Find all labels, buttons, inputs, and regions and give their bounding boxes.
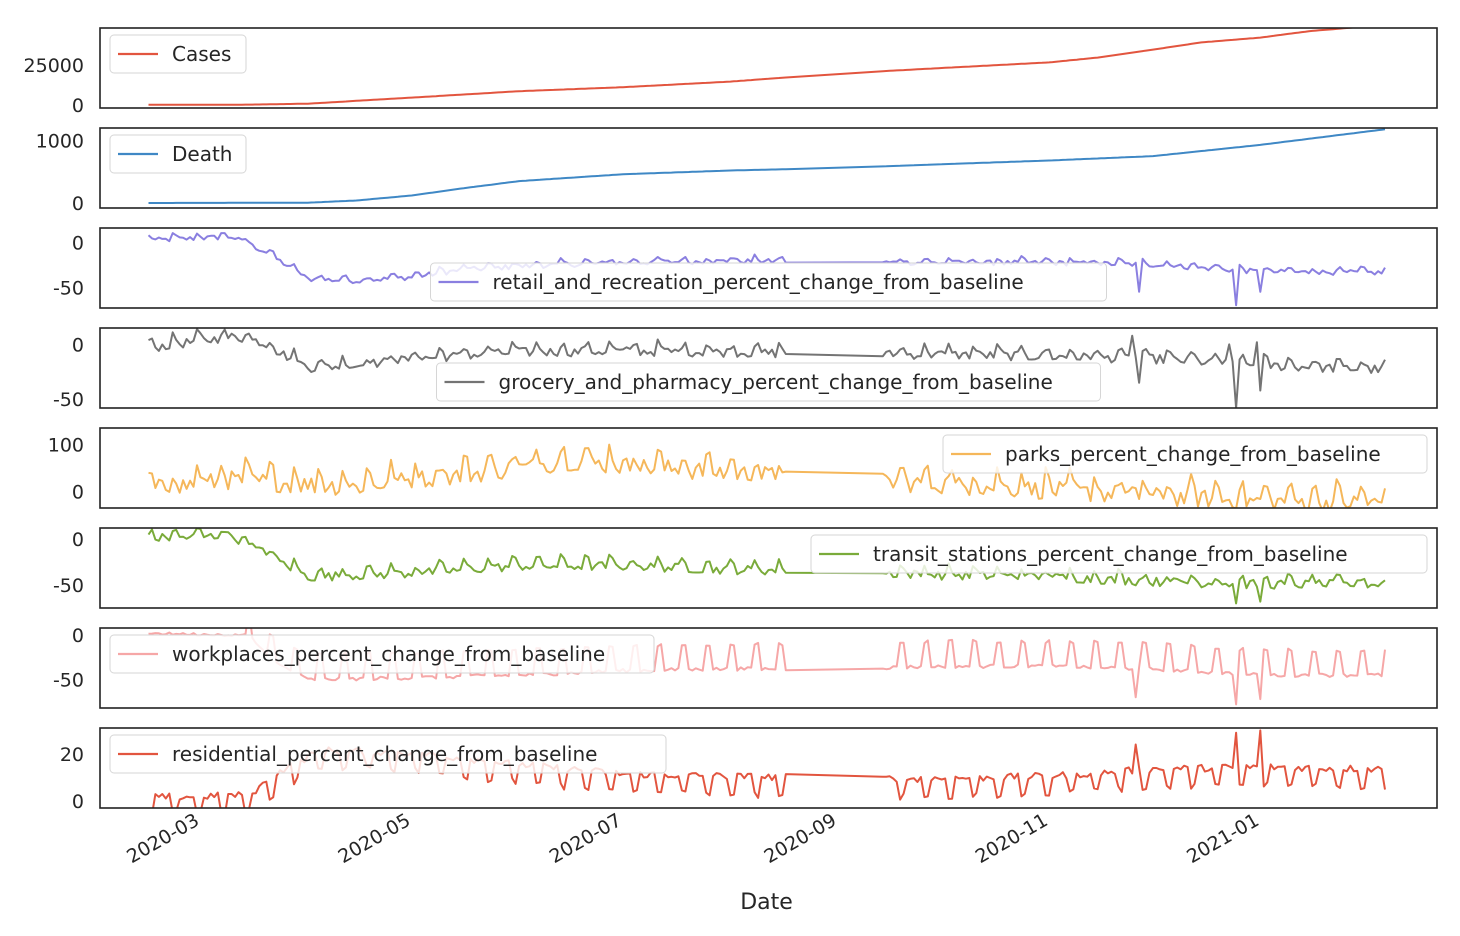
panel-death: 0 1000 Death — [36, 127, 1438, 215]
axes-frame — [99, 127, 1438, 209]
y-tick-label: 0 — [72, 791, 84, 813]
panel-residential: 20 0 residential_percent_change_from_basel… — [60, 727, 1438, 813]
legend-label: grocery_and_pharmacy_percent_change_from… — [499, 370, 1053, 394]
x-tick-label: 2021-01 — [1183, 809, 1263, 868]
legend-label: Death — [172, 142, 232, 166]
y-tick-label: -50 — [53, 277, 84, 299]
series-line-parks — [148, 443, 1386, 508]
series-line-death — [148, 128, 1386, 204]
legend-residential: residential_percent_change_from_baseline — [109, 734, 667, 774]
y-tick-label: 0 — [72, 193, 84, 215]
axes-frame — [99, 727, 1438, 809]
panel-workplaces: 0 -50 workplaces_percent_change_from_basel… — [53, 625, 1438, 709]
panel-grocery: 0 -50 grocery_and_pharmacy_percent_change_… — [53, 327, 1438, 411]
y-tick-label: 25000 — [24, 55, 84, 77]
axes-frame — [99, 227, 1438, 309]
x-tick-label: 2020-09 — [761, 809, 841, 868]
axes-frame — [99, 27, 1438, 109]
axes-frame — [99, 627, 1438, 709]
y-tick-label: -50 — [53, 389, 84, 411]
legend-label: Cases — [172, 42, 231, 66]
legend-label: transit_stations_percent_change_from_bas… — [873, 542, 1348, 566]
x-tick-label: 2020-07 — [546, 809, 626, 868]
series-line-transit — [147, 528, 1386, 605]
legend-grocery: grocery_and_pharmacy_percent_change_from… — [436, 362, 1101, 402]
series-line-grocery — [148, 328, 1386, 408]
y-tick-label: 0 — [72, 334, 84, 356]
x-axis-label: Date — [740, 890, 793, 915]
y-tick-label: 100 — [48, 434, 84, 456]
y-tick-label: 20 — [60, 744, 84, 766]
x-tick-label: 2020-05 — [334, 809, 414, 868]
axes-frame — [99, 427, 1438, 509]
y-tick-label: 0 — [72, 482, 84, 504]
y-tick-label: -50 — [53, 670, 84, 692]
legend-label: residential_percent_change_from_baseline — [172, 742, 597, 766]
y-tick-label: 0 — [72, 529, 84, 551]
panel-parks: 100 0 parks_percent_change_from_baseline — [48, 427, 1438, 509]
y-tick-label: -50 — [53, 575, 84, 597]
legend-cases: Cases — [109, 34, 247, 74]
legend-label: retail_and_recreation_percent_change_fro… — [493, 270, 1024, 294]
legend-workplaces: workplaces_percent_change_from_baseline — [109, 634, 655, 674]
panel-cases: 0 25000 Cases — [24, 27, 1438, 117]
series-line-cases — [148, 28, 1359, 106]
x-tick-label: 2020-11 — [972, 809, 1052, 868]
y-tick-label: 0 — [72, 232, 84, 254]
legend-transit: transit_stations_percent_change_from_bas… — [810, 534, 1428, 574]
legend-label: parks_percent_change_from_baseline — [1005, 442, 1381, 466]
legend-retail: retail_and_recreation_percent_change_fro… — [430, 262, 1107, 302]
legend-label: workplaces_percent_change_from_baseline — [172, 642, 605, 666]
x-tick-label: 2020-03 — [123, 809, 203, 868]
legend-death: Death — [109, 134, 247, 174]
legend-parks: parks_percent_change_from_baseline — [942, 434, 1428, 474]
y-tick-label: 0 — [72, 95, 84, 117]
series-line-workplaces — [148, 628, 1386, 706]
y-tick-label: 1000 — [36, 131, 84, 153]
y-tick-label: 0 — [72, 625, 84, 647]
panel-transit: 0 -50 transit_stations_percent_change_from… — [53, 527, 1438, 609]
axes-frame — [99, 327, 1438, 409]
axes-frame — [99, 527, 1438, 609]
x-axis: 2020-03 2020-05 2020-07 2020-09 2020-11 2021-… — [123, 809, 1263, 915]
series-line-retail — [147, 232, 1386, 307]
panel-retail: 0 -50 retail_and_recreation_percent_change… — [53, 227, 1438, 309]
